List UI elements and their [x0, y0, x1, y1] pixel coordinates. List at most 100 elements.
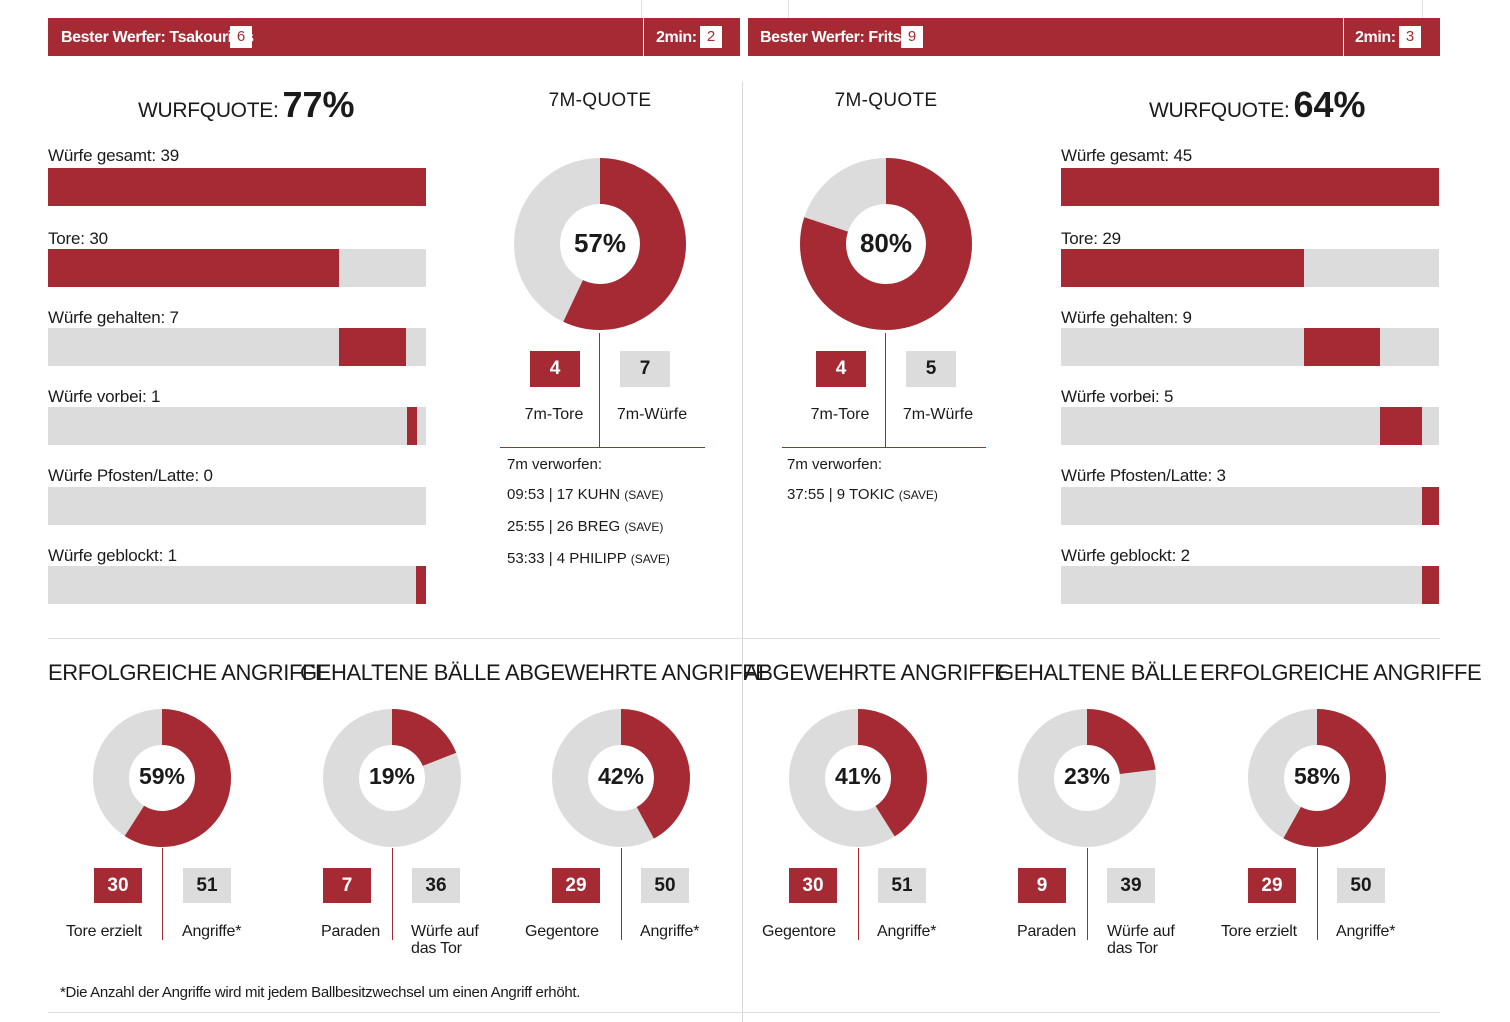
wurfquote-value: 64% [1293, 84, 1366, 125]
panel-label-b: Angriffe* [1336, 923, 1396, 940]
donut-arc [552, 709, 690, 847]
panel-label-b: Angriffe* [877, 923, 937, 940]
bar-label: Tore: 30 [48, 229, 108, 248]
seven-m-attempts-label: 7m-Würfe [616, 406, 688, 423]
top-divider [788, 0, 789, 18]
bar-fill [1421, 566, 1439, 604]
twomin-label: 2min: [1355, 29, 1396, 46]
split-rule [782, 447, 986, 448]
panel-donut [1018, 709, 1156, 847]
top-divider [1422, 0, 1423, 18]
split-line [621, 848, 622, 940]
missed-text: 53:33 | 4 PHILIPP [507, 550, 627, 567]
panel-pct: 23% [1063, 763, 1111, 789]
panel-donut [789, 709, 927, 847]
panel-pct: 42% [597, 763, 645, 789]
wurfquote-value: 77% [282, 84, 355, 125]
seven-m-donut-right [800, 158, 972, 330]
panel-pct: 58% [1293, 763, 1341, 789]
panel-label-b: Würfe auf das Tor [411, 923, 479, 957]
donut-arc [514, 158, 686, 330]
top-divider [641, 0, 642, 18]
panel-value-a: 7 [323, 868, 371, 903]
missed-title: 7m verworfen: [507, 456, 603, 473]
seven-m-attempts: 7 [620, 351, 670, 387]
seven-m-goals: 4 [530, 351, 580, 387]
missed-title: 7m verworfen: [787, 456, 883, 473]
bar-track [1061, 407, 1439, 445]
panel-pct: 59% [138, 763, 186, 789]
panel-pct: 41% [834, 763, 882, 789]
seven-m-title: 7M-QUOTE [548, 90, 652, 111]
split-line [858, 848, 859, 940]
missed-entry: 25:55 | 26 BREG (SAVE) [507, 518, 663, 535]
panel-value-a: 29 [552, 868, 600, 903]
twomin-label: 2min: [656, 29, 697, 46]
missed-entry: 09:53 | 17 KUHN (SAVE) [507, 486, 663, 503]
header-separator [643, 18, 644, 56]
missed-entry: 37:55 | 9 TOKIC (SAVE) [787, 486, 938, 503]
panel-value-b: 50 [641, 868, 689, 903]
split-line [162, 848, 163, 940]
donut-arc [1248, 709, 1386, 847]
missed-tag: (SAVE) [898, 488, 938, 502]
seven-m-title: 7M-QUOTE [834, 90, 938, 111]
bar-track [1061, 168, 1439, 206]
split-line [885, 333, 886, 447]
wurfquote-label: WURFQUOTE: [1149, 99, 1290, 122]
bar-fill [1061, 168, 1439, 206]
panel-label-a: Paraden [1017, 923, 1077, 940]
bar-track [1061, 249, 1439, 287]
missed-entry: 53:33 | 4 PHILIPP (SAVE) [507, 550, 670, 567]
missed-text: 25:55 | 26 BREG [507, 518, 621, 535]
best-thrower-label: Bester Werfer: Tsakouridis [61, 29, 254, 46]
bar-label: Würfe vorbei: 5 [1061, 387, 1174, 406]
bar-track [1061, 328, 1439, 366]
panel-donut [552, 709, 690, 847]
panel-label-a: Gegentore [525, 923, 599, 940]
panel-label-a: Paraden [321, 923, 381, 940]
bar-fill [1380, 407, 1422, 445]
split-line [599, 333, 600, 447]
bar-fill [48, 249, 339, 287]
panel-label-a: Tore erzielt [1221, 923, 1297, 940]
missed-tag: (SAVE) [624, 520, 664, 534]
missed-text: 09:53 | 17 KUHN [507, 486, 621, 503]
panel-label-a: Gegentore [762, 923, 836, 940]
missed-tag: (SAVE) [630, 552, 670, 566]
bar-track [48, 168, 426, 206]
split-line [1317, 848, 1318, 940]
best-thrower-label: Bester Werfer: Fritsch [760, 29, 919, 46]
wurfquote-label: WURFQUOTE: [138, 99, 279, 122]
donut-arc [1018, 709, 1156, 847]
bar-fill [48, 168, 426, 206]
panel-title: ABGEWEHRTE ANGRIFFE [505, 660, 770, 685]
seven-m-attempts: 5 [906, 351, 956, 387]
split-line [392, 848, 393, 940]
bar-fill [338, 328, 407, 366]
missed-tag: (SAVE) [624, 488, 664, 502]
best-thrower-goals: 6 [230, 26, 252, 48]
seven-m-donut-left [514, 158, 686, 330]
left-wurfquote: WURFQUOTE: 77% [138, 84, 355, 126]
panel-value-a: 29 [1248, 868, 1296, 903]
bar-label: Würfe vorbei: 1 [48, 387, 161, 406]
right-wurfquote: WURFQUOTE: 64% [1149, 84, 1366, 126]
twomin-value: 2 [700, 26, 722, 48]
bar-track [48, 566, 426, 604]
footnote: *Die Anzahl der Angriffe wird mit jedem … [60, 984, 581, 1001]
panel-title: GEHALTENE BÄLLE [997, 660, 1198, 685]
bar-track [48, 407, 426, 445]
bar-track [48, 487, 426, 525]
bar-label: Würfe Pfosten/Latte: 3 [1061, 466, 1226, 485]
bar-fill [1304, 328, 1381, 366]
bar-label: Würfe gesamt: 39 [48, 146, 179, 165]
panel-donut [323, 709, 461, 847]
panel-label-b: Angriffe* [640, 923, 700, 940]
donut-arc [789, 709, 927, 847]
bar-label: Würfe gehalten: 9 [1061, 308, 1192, 327]
twomin-value: 3 [1399, 26, 1421, 48]
panel-value-b: 50 [1337, 868, 1385, 903]
seven-m-pct: 57% [573, 228, 627, 258]
bar-fill [1061, 249, 1305, 287]
